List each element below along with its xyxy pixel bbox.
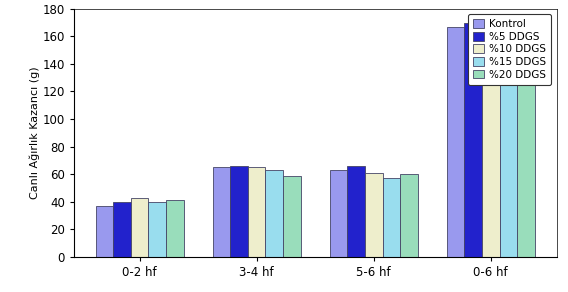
Bar [96,206,114,257]
Bar [447,27,465,257]
Bar [231,166,248,257]
Bar [131,198,148,257]
Bar [365,173,382,257]
Bar [400,174,417,257]
Bar [330,170,348,257]
Bar [114,202,131,257]
Bar [482,18,500,257]
Bar [465,22,482,257]
Bar [248,167,265,257]
Bar [283,175,300,257]
Bar [148,202,166,257]
Bar [213,167,231,257]
Bar [382,178,400,257]
Legend: Kontrol, %5 DDGS, %10 DDGS, %15 DDGS, %20 DDGS: Kontrol, %5 DDGS, %10 DDGS, %15 DDGS, %2… [468,14,552,85]
Bar [517,38,534,257]
Bar [500,35,517,257]
Bar [348,166,365,257]
Bar [166,200,183,257]
Bar [265,170,283,257]
Y-axis label: Canlı Ağırlık Kazancı (g): Canlı Ağırlık Kazancı (g) [29,67,40,199]
